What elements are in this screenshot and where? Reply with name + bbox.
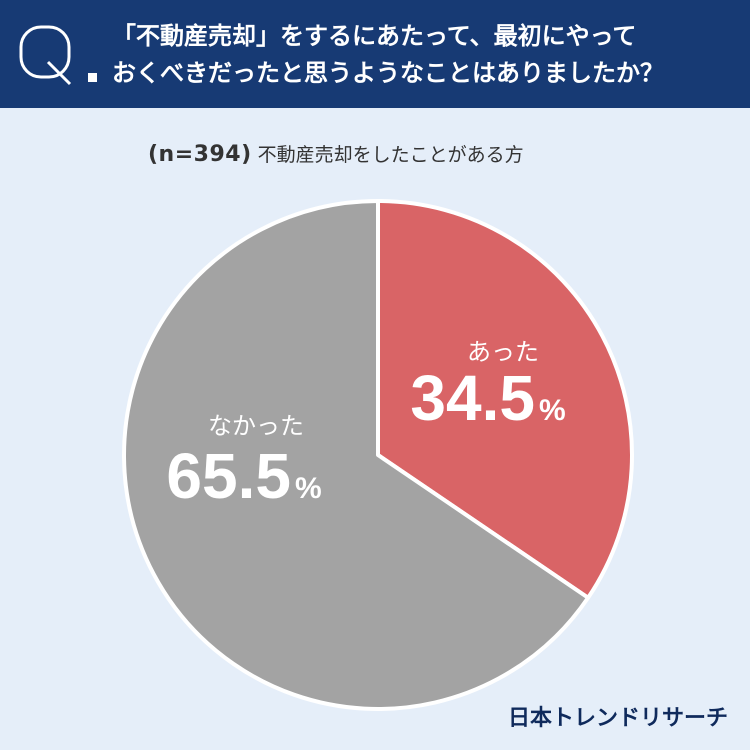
question-line-1: 「不動産売却」をするにあたって、最初にやって bbox=[112, 22, 637, 50]
question-text: 「不動産売却」をするにあたって、最初にやって おくべきだったと思うようなことはあ… bbox=[112, 18, 732, 92]
sample-description: 不動産売却をしたことがある方 bbox=[257, 144, 524, 166]
pie-slice-no bbox=[122, 199, 591, 711]
pie-slice-yes bbox=[376, 199, 634, 600]
q-mark-icon bbox=[19, 25, 72, 86]
slice-label-no: なかった bbox=[208, 412, 304, 440]
slice-label-yes: あった bbox=[467, 338, 539, 366]
brand-logo: 日本トレンドリサーチ bbox=[507, 705, 728, 730]
slice-value-yes: 34.5% bbox=[410, 362, 565, 434]
sample-size: (n=394) bbox=[148, 142, 252, 167]
q-dot bbox=[88, 73, 97, 82]
question-line-2: おくべきだったと思うようなことはありましたか？ bbox=[112, 59, 664, 87]
slice-value-no: 65.5% bbox=[166, 440, 321, 512]
question-header: 「不動産売却」をするにあたって、最初にやって おくべきだったと思うようなことはあ… bbox=[0, 0, 750, 108]
sample-info: (n=394) 不動産売却をしたことがある方 bbox=[148, 140, 524, 167]
